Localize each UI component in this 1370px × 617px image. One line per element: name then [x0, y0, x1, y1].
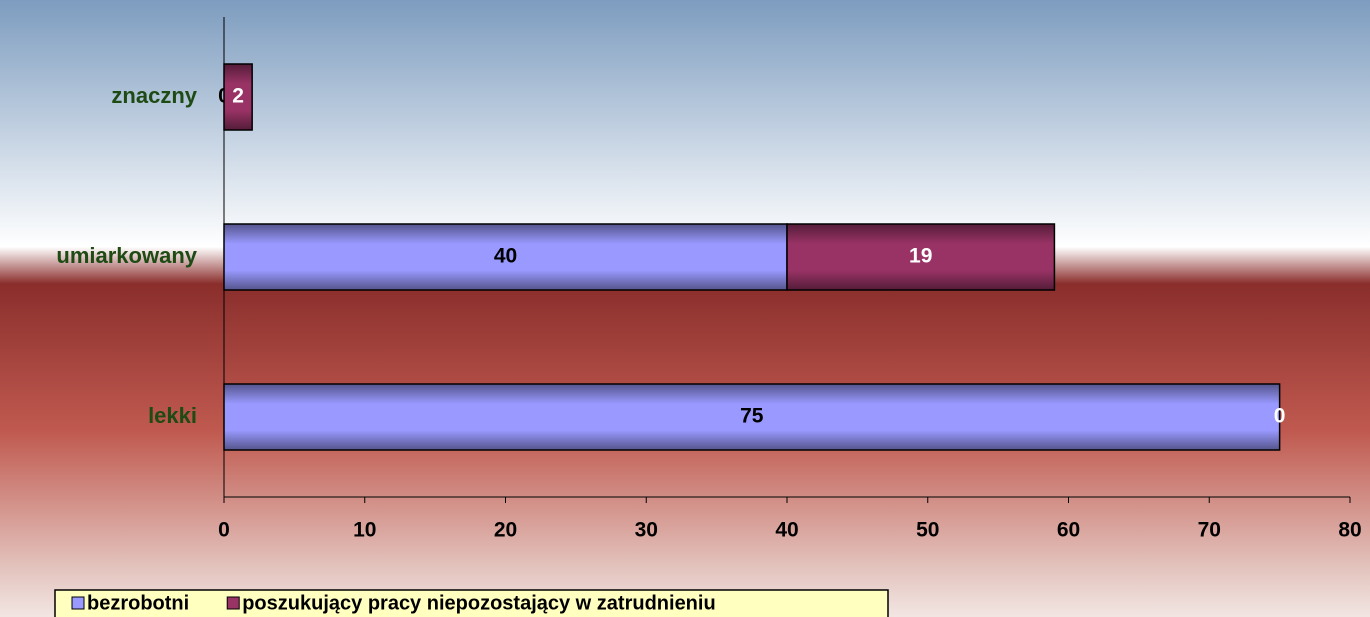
- value-label: 40: [494, 245, 517, 268]
- legend-swatch: [226, 596, 240, 610]
- x-tick-label: 60: [1057, 519, 1080, 542]
- y-tick-label: lekki: [148, 403, 197, 428]
- x-tick-label: 50: [916, 519, 939, 542]
- x-tick-label: 30: [635, 519, 658, 542]
- x-tick-label: 80: [1338, 519, 1361, 542]
- bar-shading: [787, 224, 1055, 290]
- value-label: 2: [232, 85, 244, 108]
- x-tick-label: 10: [353, 519, 376, 542]
- bar-shading: [224, 384, 1280, 450]
- value-label: 75: [740, 405, 764, 428]
- y-tick-label: umiarkowany: [56, 243, 197, 268]
- legend-label: bezrobotni: [87, 592, 189, 614]
- value-label: 19: [909, 245, 932, 268]
- legend-label: poszukujący pracy niepozostający w zatru…: [242, 592, 715, 614]
- legend-swatch: [71, 596, 85, 610]
- x-tick-label: 70: [1198, 519, 1221, 542]
- value-label: 0: [1274, 405, 1286, 428]
- bar-shading: [224, 224, 787, 290]
- x-tick-label: 0: [218, 519, 230, 542]
- bar-shading: [224, 64, 253, 130]
- y-tick-label: znaczny: [111, 83, 197, 108]
- x-tick-label: 20: [494, 519, 517, 542]
- x-tick-label: 40: [775, 519, 798, 542]
- legend: [54, 589, 889, 617]
